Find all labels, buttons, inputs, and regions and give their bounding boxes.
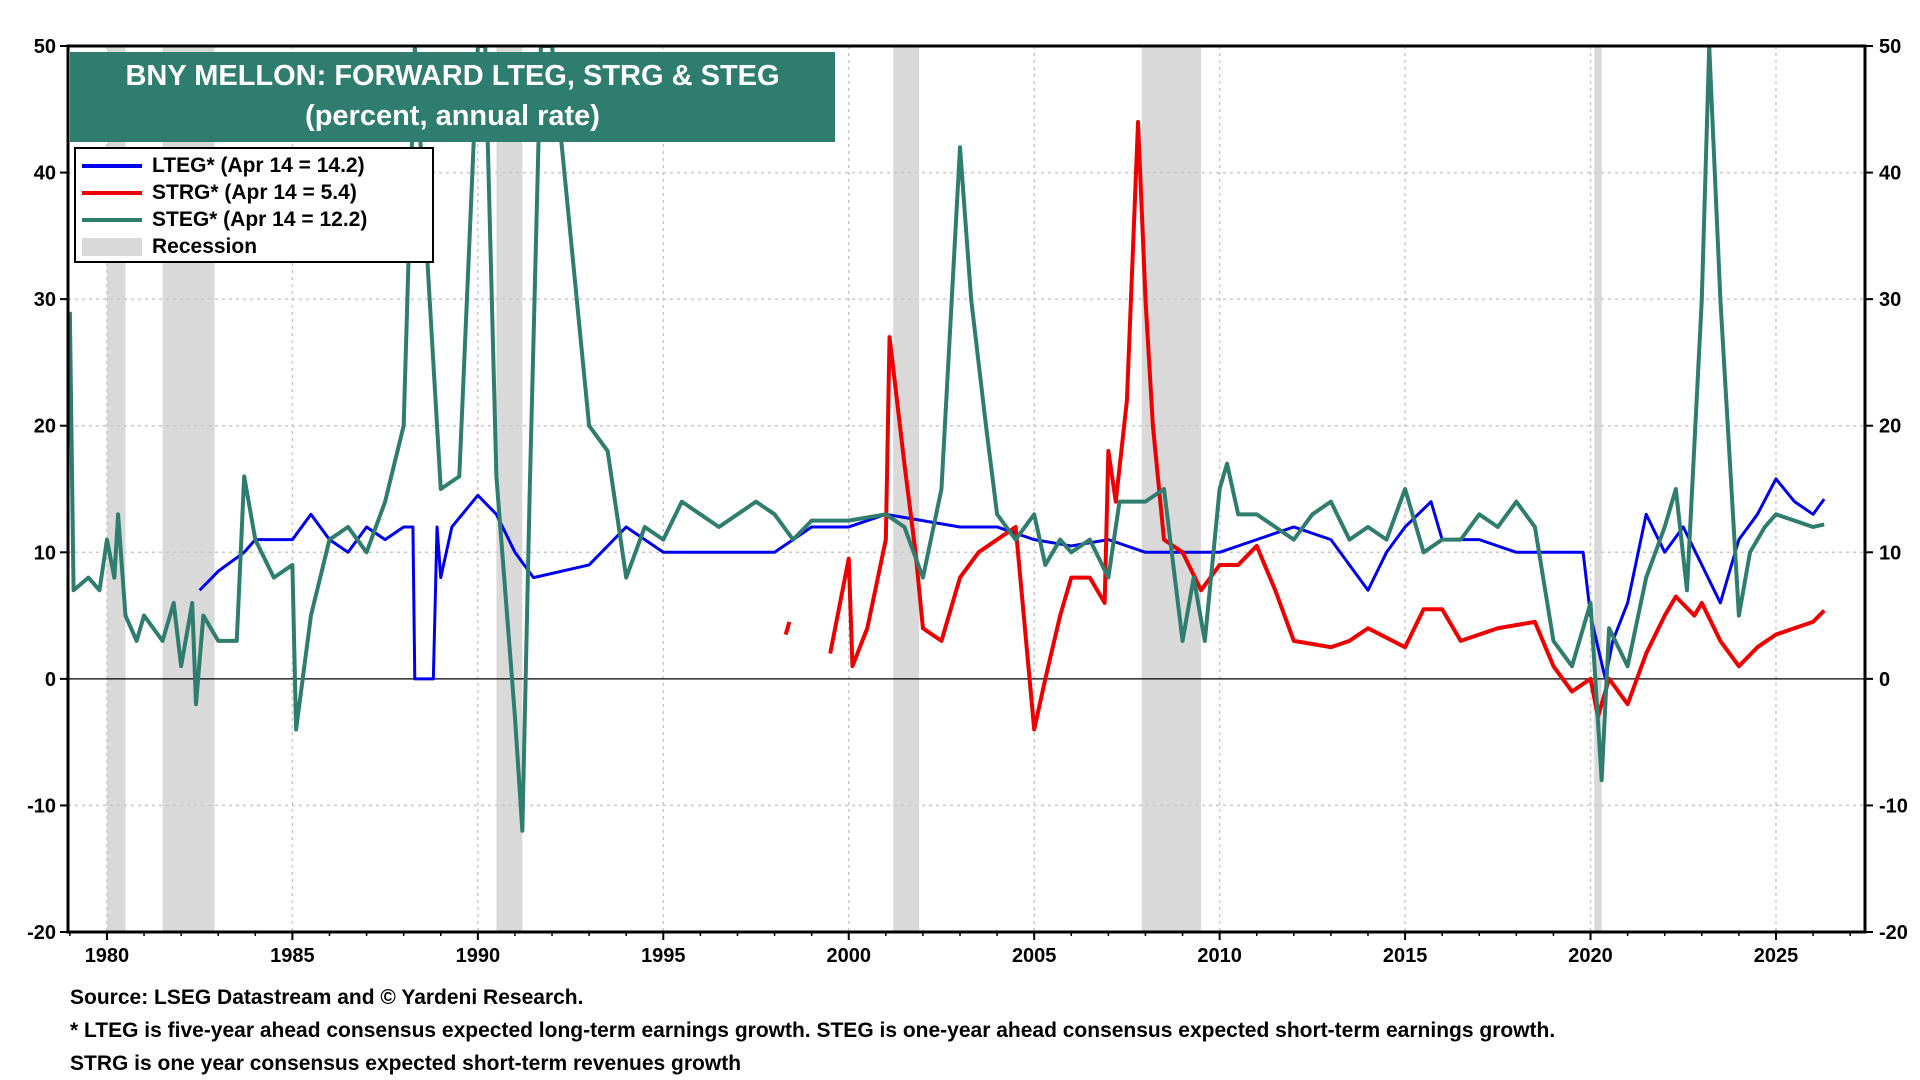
x-tick-label: 2005 <box>1012 945 1057 967</box>
y-tick-label-right: 20 <box>1879 416 1901 438</box>
y-tick-label-left: 20 <box>34 416 56 438</box>
y-tick-label-right: 0 <box>1879 669 1890 691</box>
legend-swatch <box>82 217 142 222</box>
x-tick-label: 1980 <box>85 945 130 967</box>
chart-title: BNY MELLON: FORWARD LTEG, STRG & STEG <box>125 60 780 92</box>
legend-item-recession: Recession <box>82 233 426 260</box>
recession-band <box>106 46 126 932</box>
series-lines <box>68 46 1826 833</box>
y-tick-label-left: 0 <box>45 669 56 691</box>
legend-label: STRG* (Apr 14 = 5.4) <box>152 180 357 204</box>
legend-label: STEG* (Apr 14 = 12.2) <box>152 207 368 231</box>
y-tick-label-right: 40 <box>1879 163 1901 185</box>
legend-label: LTEG* (Apr 14 = 14.2) <box>152 153 365 177</box>
series-line-steg <box>68 46 1825 833</box>
chart-subtitle: (percent, annual rate) <box>305 100 600 132</box>
y-tick-label-left: -10 <box>27 795 56 817</box>
recession-band <box>1594 46 1602 932</box>
x-tick-label: 2020 <box>1568 945 1613 967</box>
series-line-strg <box>828 119 1826 732</box>
y-tick-label-left: 10 <box>34 542 56 564</box>
grid <box>68 45 1865 933</box>
legend-item-lteg: LTEG* (Apr 14 = 14.2) <box>82 152 426 179</box>
plot-frame <box>66 44 1867 934</box>
y-tick-label-left: 50 <box>34 36 56 58</box>
y-tick-label-left: -20 <box>27 922 56 944</box>
x-tick-label: 2025 <box>1754 945 1799 967</box>
footnote-1: * LTEG is five-year ahead consensus expe… <box>70 1019 1556 1042</box>
legend-item-steg: STEG* (Apr 14 = 12.2) <box>82 206 426 233</box>
series-line-strg <box>783 621 792 636</box>
legend-swatch <box>82 190 142 195</box>
y-tick-label-right: -10 <box>1879 795 1908 817</box>
legend-swatch <box>82 163 142 168</box>
x-tick-label: 2015 <box>1383 945 1428 967</box>
y-tick-label-right: -20 <box>1879 922 1908 944</box>
y-tick-label-right: 10 <box>1879 542 1901 564</box>
legend-label: Recession <box>152 234 258 258</box>
y-tick-label-left: 40 <box>34 163 56 185</box>
x-tick-label: 2010 <box>1197 945 1242 967</box>
footnote-2: STRG is one year consensus expected shor… <box>70 1052 742 1075</box>
y-tick-label-left: 30 <box>34 289 56 311</box>
recession-bands <box>106 46 1602 932</box>
recession-band <box>1141 46 1202 932</box>
y-tick-label-right: 50 <box>1879 36 1901 58</box>
series-line-lteg <box>198 477 1826 681</box>
x-tick-label: 1990 <box>456 945 501 967</box>
source-note: Source: LSEG Datastream and © Yardeni Re… <box>70 986 584 1009</box>
legend-swatch <box>82 237 142 256</box>
legend: LTEG* (Apr 14 = 14.2) STRG* (Apr 14 = 5.… <box>74 147 434 263</box>
x-tick-label: 1995 <box>641 945 686 967</box>
chart-title-box: BNY MELLON: FORWARD LTEG, STRG & STEG (p… <box>70 52 835 142</box>
y-tick-label-right: 30 <box>1879 289 1901 311</box>
x-tick-label: 1985 <box>270 945 315 967</box>
x-tick-label: 2000 <box>826 945 871 967</box>
axis-ticks: 1980 1985 1990 1995 2000 2005 2010 2015 2020 2025… <box>27 36 1908 967</box>
legend-item-strg: STRG* (Apr 14 = 5.4) <box>82 179 426 206</box>
